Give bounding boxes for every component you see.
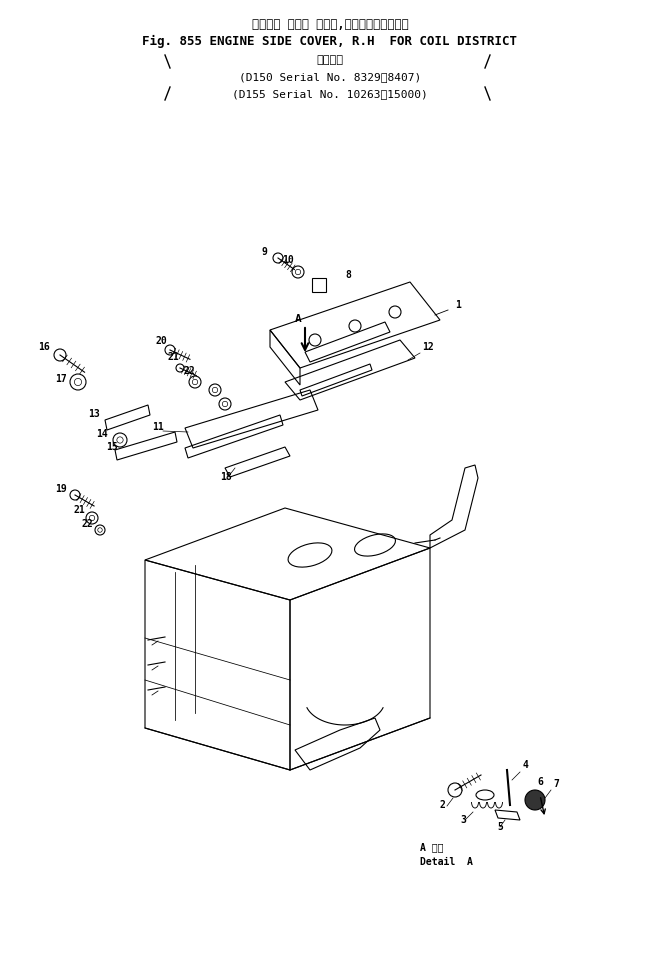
Text: 21: 21 — [168, 352, 180, 362]
Text: 17: 17 — [55, 374, 67, 384]
Text: 10: 10 — [282, 255, 294, 265]
Text: エンジン サイド カバー,右側　　寒冷地仕様: エンジン サイド カバー,右側 寒冷地仕様 — [251, 18, 409, 31]
Text: 適用号機: 適用号機 — [317, 55, 343, 65]
Text: 19: 19 — [55, 484, 67, 494]
Text: 22: 22 — [82, 519, 94, 529]
Text: Fig. 855 ENGINE SIDE COVER, R.H  FOR COIL DISTRICT: Fig. 855 ENGINE SIDE COVER, R.H FOR COIL… — [143, 35, 517, 48]
Text: 18: 18 — [220, 472, 232, 482]
Text: A 詳図: A 詳図 — [420, 842, 444, 852]
Text: 2: 2 — [440, 800, 446, 810]
Text: 21: 21 — [73, 505, 84, 515]
Text: (D155 Serial No. 10263～15000): (D155 Serial No. 10263～15000) — [232, 89, 428, 99]
Text: 13: 13 — [88, 409, 100, 419]
Text: 12: 12 — [422, 342, 434, 352]
Text: 22: 22 — [183, 366, 195, 376]
Text: 16: 16 — [38, 342, 50, 352]
Text: 4: 4 — [523, 760, 529, 770]
Text: (D150 Serial No. 8329～8407): (D150 Serial No. 8329～8407) — [239, 72, 421, 82]
Text: 14: 14 — [96, 429, 108, 439]
Text: A: A — [295, 314, 302, 324]
Text: 15: 15 — [106, 442, 117, 452]
Text: 1: 1 — [455, 300, 461, 310]
Text: 20: 20 — [155, 336, 167, 346]
Text: 11: 11 — [152, 422, 164, 432]
Text: 9: 9 — [262, 247, 268, 257]
Text: 7: 7 — [553, 779, 559, 789]
Text: 3: 3 — [460, 815, 466, 825]
Text: 8: 8 — [345, 270, 351, 280]
Text: 5: 5 — [497, 822, 503, 832]
Text: Detail  A: Detail A — [420, 857, 473, 867]
Circle shape — [525, 790, 545, 810]
Text: 6: 6 — [537, 777, 543, 787]
